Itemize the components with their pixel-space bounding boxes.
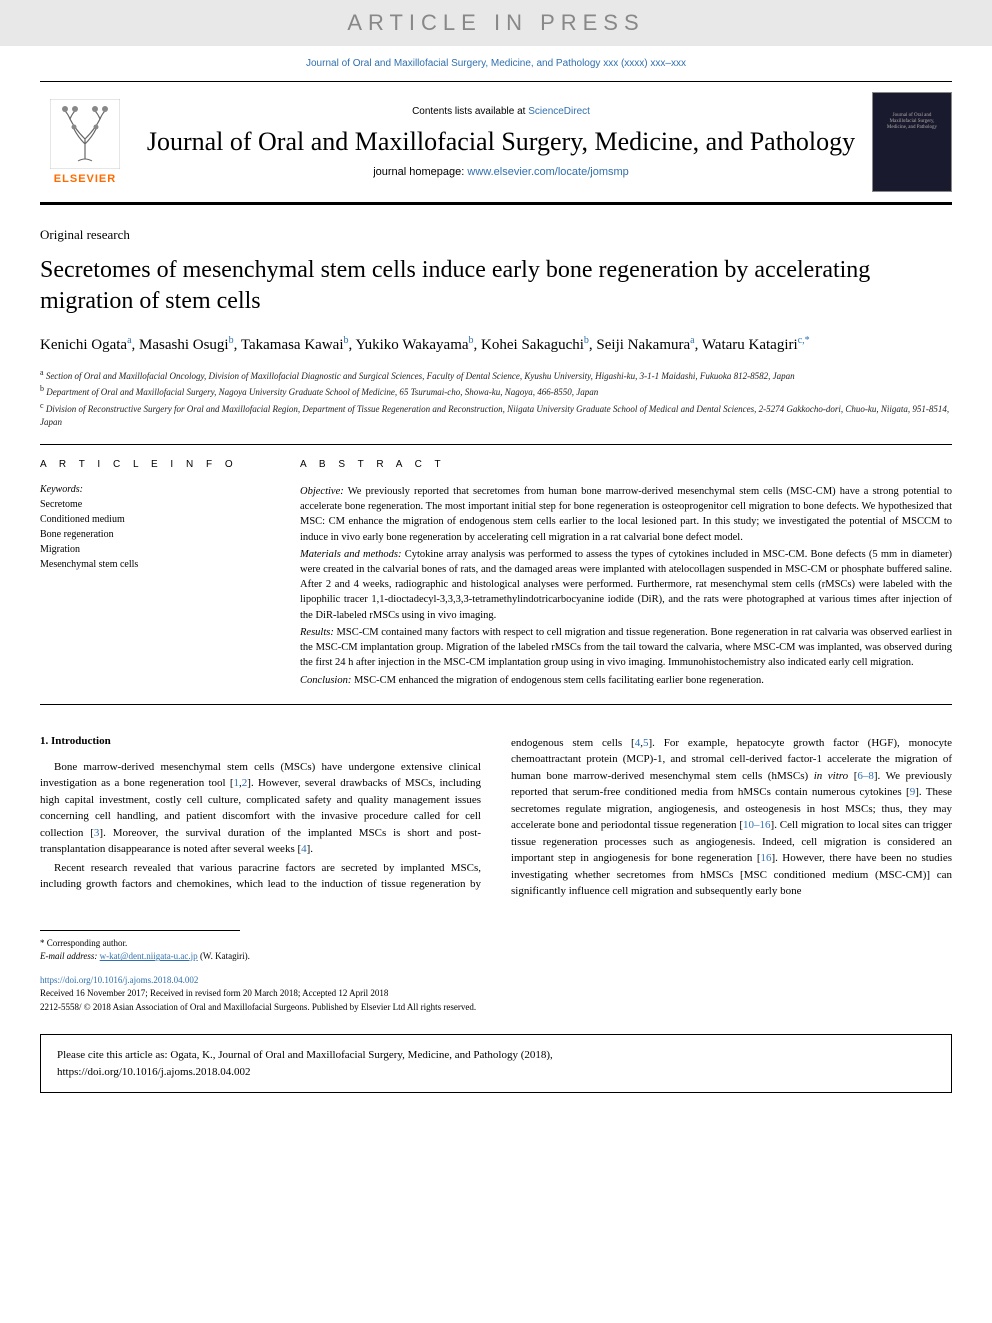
abstract-results-text: MSC-CM contained many factors with respe…	[300, 627, 952, 668]
author-name: Seiji Nakamura	[596, 337, 690, 353]
homepage-link[interactable]: www.elsevier.com/locate/jomsmp	[467, 166, 628, 178]
footer-separator	[40, 930, 240, 931]
abstract-results-label: Results:	[300, 627, 334, 638]
abstract-text: Objective: We previously reported that s…	[300, 484, 952, 688]
keyword-item: Conditioned medium	[40, 512, 260, 527]
citation-line-1: Please cite this article as: Ogata, K., …	[57, 1047, 935, 1064]
author-name: Wataru Katagiri	[702, 337, 798, 353]
author-name: Kohei Sakaguchi	[481, 337, 584, 353]
homepage-prefix: journal homepage:	[373, 166, 467, 178]
email-author-name: (W. Katagiri).	[198, 951, 250, 961]
abstract-label: A B S T R A C T	[300, 459, 952, 470]
abstract-methods: Materials and methods: Cytokine array an…	[300, 547, 952, 623]
journal-reference-line: Journal of Oral and Maxillofacial Surger…	[0, 46, 992, 81]
author-affil-sup[interactable]: b	[469, 335, 474, 346]
keyword-item: Secretome	[40, 497, 260, 512]
keywords-label: Keywords:	[40, 484, 260, 495]
cover-title-text: Journal of Oral and Maxillofacial Surger…	[883, 113, 941, 131]
email-line: E-mail address: w-kat@dent.niigata-u.ac.…	[40, 950, 952, 964]
elsevier-logo: ELSEVIER	[40, 92, 130, 192]
doi-link[interactable]: https://doi.org/10.1016/j.ajoms.2018.04.…	[40, 975, 198, 985]
article-title: Secretomes of mesenchymal stem cells ind…	[40, 255, 952, 317]
affiliation-text: Section of Oral and Maxillofacial Oncolo…	[46, 371, 795, 381]
divider	[40, 444, 952, 445]
article-type: Original research	[40, 227, 952, 243]
author-name: Masashi Osugi	[139, 337, 229, 353]
article-info-label: A R T I C L E I N F O	[40, 459, 260, 470]
header-center: Contents lists available at ScienceDirec…	[145, 106, 857, 179]
authors-list: Kenichi Ogataa, Masashi Osugib, Takamasa…	[40, 333, 952, 357]
elsevier-tree-icon	[50, 99, 120, 169]
author-name: Kenichi Ogata	[40, 337, 127, 353]
intro-paragraph: Bone marrow-derived mesenchymal stem cel…	[40, 759, 481, 858]
affiliations: a Section of Oral and Maxillofacial Onco…	[40, 367, 952, 430]
keyword-item: Bone regeneration	[40, 527, 260, 542]
journal-header: ELSEVIER Contents lists available at Sci…	[40, 81, 952, 205]
intro-text-span: ].	[307, 843, 313, 855]
author-affil-sup[interactable]: b	[584, 335, 589, 346]
author-affil-sup[interactable]: b	[229, 335, 234, 346]
citation-box: Please cite this article as: Ogata, K., …	[40, 1034, 952, 1093]
citation-line-2: https://doi.org/10.1016/j.ajoms.2018.04.…	[57, 1064, 935, 1081]
affiliation-item: a Section of Oral and Maxillofacial Onco…	[40, 367, 952, 384]
sciencedirect-link[interactable]: ScienceDirect	[528, 106, 590, 117]
author-affil-sup[interactable]: c,*	[798, 335, 810, 346]
abstract-objective-label: Objective:	[300, 486, 344, 497]
introduction-section: 1. Introduction Bone marrow-derived mese…	[40, 735, 952, 900]
article-info-column: A R T I C L E I N F O Keywords: Secretom…	[40, 459, 260, 690]
affiliation-item: c Division of Reconstructive Surgery for…	[40, 400, 952, 430]
contents-prefix: Contents lists available at	[412, 106, 528, 117]
abstract-column: A B S T R A C T Objective: We previously…	[300, 459, 952, 690]
ref-link[interactable]: 10–16	[743, 819, 771, 831]
journal-cover-thumbnail: Journal of Oral and Maxillofacial Surger…	[872, 92, 952, 192]
author-affil-sup[interactable]: a	[127, 335, 131, 346]
abstract-results: Results: MSC-CM contained many factors w…	[300, 625, 952, 671]
keywords-list: Secretome Conditioned medium Bone regene…	[40, 497, 260, 572]
received-dates: Received 16 November 2017; Received in r…	[40, 987, 952, 1001]
author-name: Yukiko Wakayama	[355, 337, 468, 353]
keyword-item: Migration	[40, 542, 260, 557]
info-abstract-row: A R T I C L E I N F O Keywords: Secretom…	[40, 459, 952, 690]
intro-text-span: ]. Moreover, the survival duration of th…	[40, 827, 481, 856]
article-content: Original research Secretomes of mesenchy…	[40, 227, 952, 900]
abstract-conclusion-label: Conclusion:	[300, 675, 351, 686]
author-name: Takamasa Kawai	[241, 337, 344, 353]
ref-link[interactable]: 6–8	[857, 770, 874, 782]
keyword-item: Mesenchymal stem cells	[40, 557, 260, 572]
affiliation-text: Division of Reconstructive Surgery for O…	[40, 404, 949, 428]
abstract-objective: Objective: We previously reported that s…	[300, 484, 952, 545]
affiliation-item: b Department of Oral and Maxillofacial S…	[40, 383, 952, 400]
ref-link[interactable]: 16	[761, 852, 772, 864]
email-link[interactable]: w-kat@dent.niigata-u.ac.jp	[100, 951, 198, 961]
author-affil-sup[interactable]: b	[344, 335, 349, 346]
copyright-line: 2212-5558/ © 2018 Asian Association of O…	[40, 1001, 952, 1015]
abstract-objective-text: We previously reported that secretomes f…	[300, 486, 952, 543]
corresponding-author-note: * Corresponding author.	[40, 937, 952, 951]
introduction-heading: 1. Introduction	[40, 735, 481, 747]
footer-notes: * Corresponding author. E-mail address: …	[40, 937, 952, 964]
abstract-conclusion: Conclusion: MSC-CM enhanced the migratio…	[300, 673, 952, 688]
article-in-press-watermark: ARTICLE IN PRESS	[0, 0, 992, 46]
contents-lists-line: Contents lists available at ScienceDirec…	[145, 106, 857, 117]
abstract-methods-label: Materials and methods:	[300, 549, 402, 560]
author-affil-sup[interactable]: a	[690, 335, 694, 346]
divider	[40, 704, 952, 705]
doi-block: https://doi.org/10.1016/j.ajoms.2018.04.…	[40, 974, 952, 1015]
journal-title: Journal of Oral and Maxillofacial Surger…	[145, 125, 857, 159]
intro-text-span: [	[848, 770, 857, 782]
introduction-text: Bone marrow-derived mesenchymal stem cel…	[40, 735, 952, 900]
intro-italic: in vitro	[814, 770, 848, 782]
homepage-line: journal homepage: www.elsevier.com/locat…	[145, 166, 857, 178]
abstract-conclusion-text: MSC-CM enhanced the migration of endogen…	[354, 675, 764, 686]
elsevier-wordmark: ELSEVIER	[54, 173, 116, 185]
email-label: E-mail address:	[40, 951, 100, 961]
affiliation-text: Department of Oral and Maxillofacial Sur…	[46, 387, 598, 397]
